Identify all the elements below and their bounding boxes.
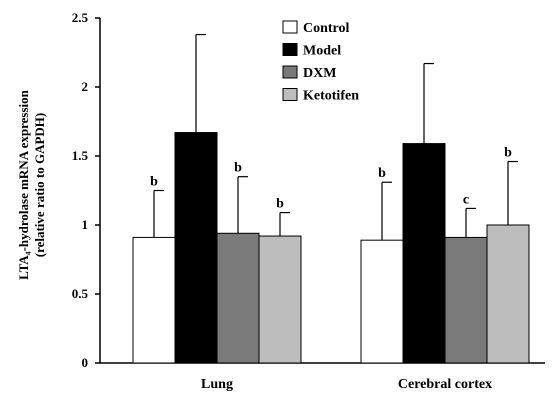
y-axis-label-line1: LTA₄-hydrolase mRNA expression [16,89,31,280]
legend-swatch-model [282,43,298,56]
bar-model-lung [174,132,218,364]
y-tick-label: 2 [82,79,89,94]
legend-label-model: Model [303,44,341,59]
category-labels: Lung Cerebral cortex [201,377,492,392]
bar-ketotifen-lung [258,235,302,364]
significance-label: c [463,192,469,207]
y-tick-label: 2.5 [72,10,89,25]
legend-swatch-control [282,20,298,34]
legend: Control Model DXM Ketotifen [282,20,359,104]
significance-label: b [276,197,284,212]
y-tick-labels: 0 0.5 1 1.5 2 2.5 [72,10,89,370]
y-axis-label-line2: (relative ratio to GAPDH) [32,113,47,258]
bars [132,132,530,364]
significance-label: b [504,146,512,161]
error-bars [153,33,518,241]
bar-control-cerebral-cortex [360,239,404,364]
y-tick-label: 0 [82,355,89,370]
legend-label-control: Control [303,21,350,36]
y-tick-label: 0.5 [72,286,89,301]
significance-label: b [378,166,386,181]
significance-labels: b b b b c b [150,146,512,212]
bar-dxm-cerebral-cortex [444,236,488,364]
legend-swatch-ketotifen [282,88,298,101]
bar-model-cerebral-cortex [402,143,446,364]
y-tick-label: 1.5 [72,148,89,163]
bar-control-lung [132,236,176,364]
significance-label: b [150,175,158,190]
bar-dxm-lung [216,232,260,364]
category-label: Lung [201,377,233,392]
category-label: Cerebral cortex [398,377,492,392]
legend-swatch-dxm [282,65,298,79]
bar-ketotifen-cerebral-cortex [486,224,530,364]
legend-label-ketotifen: Ketotifen [303,89,359,104]
y-axis-label: LTA₄-hydrolase mRNA expression (relative… [16,89,47,280]
significance-label: b [234,161,242,176]
y-tick-label: 1 [82,217,89,232]
legend-label-dxm: DXM [303,66,336,81]
